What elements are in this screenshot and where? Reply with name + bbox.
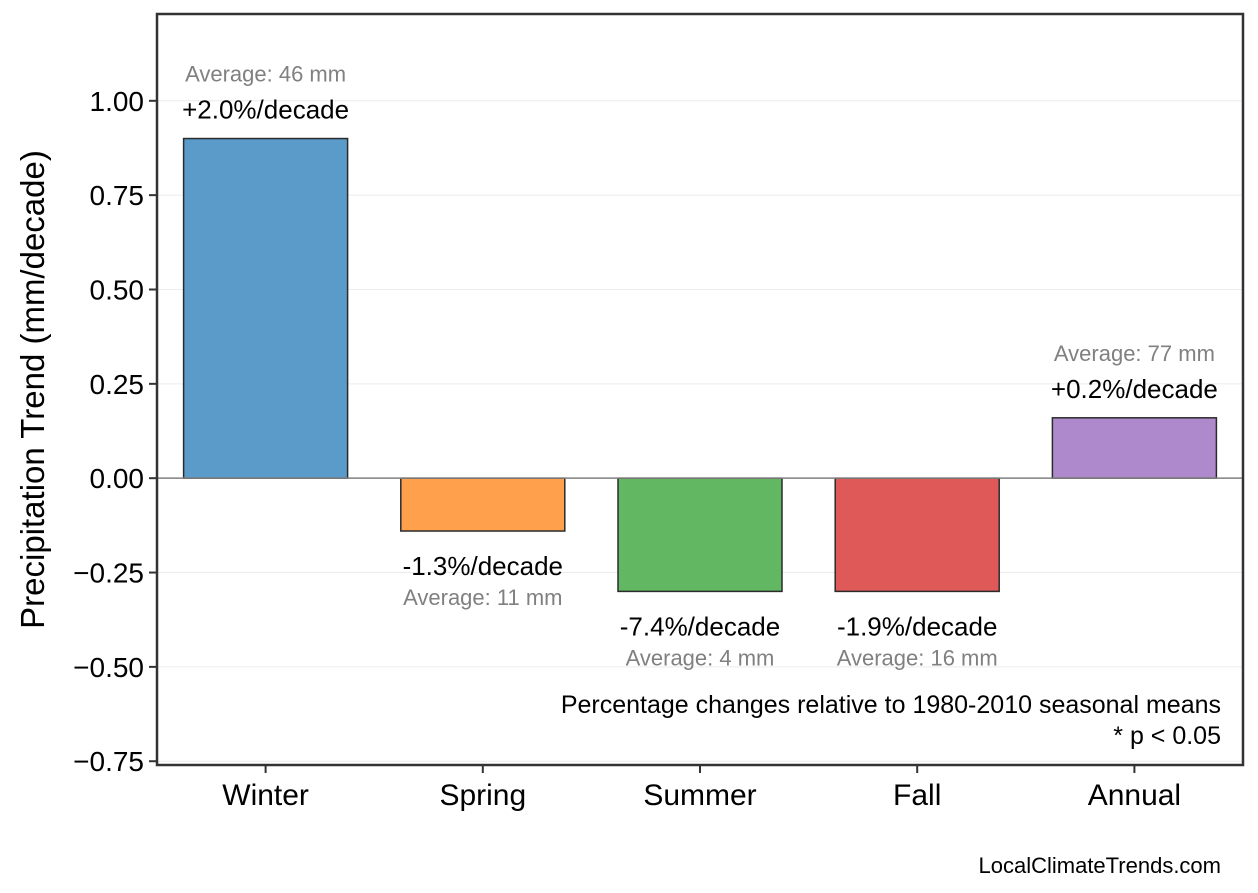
y-tick-label: 1.00 xyxy=(90,86,145,117)
y-tick-label: 0.00 xyxy=(90,463,145,494)
bar-spring xyxy=(400,477,566,532)
pct-label: -7.4%/decade xyxy=(620,611,780,641)
bar-fall xyxy=(834,477,1000,593)
x-tick-label: Annual xyxy=(1088,779,1181,812)
avg-label: Average: 77 mm xyxy=(1054,341,1215,366)
y-tick-label: 0.25 xyxy=(90,369,145,400)
y-tick-label: −0.25 xyxy=(73,558,144,589)
footer-source: LocalClimateTrends.com xyxy=(979,853,1222,878)
y-axis: 1.00 0.75 0.50 0.25 0.00 −0.25 −0.50 −0.75 xyxy=(73,86,157,777)
bar-annual xyxy=(1051,417,1218,479)
bar-summer xyxy=(617,477,783,593)
pct-label: +0.2%/decade xyxy=(1051,374,1218,404)
avg-label: Average: 46 mm xyxy=(185,62,346,87)
x-tick-label: Winter xyxy=(222,779,309,812)
note-significance: * p < 0.05 xyxy=(1113,722,1221,750)
pct-label: -1.9%/decade xyxy=(837,611,997,641)
bar-labels: +2.0%/decade Average: 46 mm -1.3%/decade Av… xyxy=(182,62,1218,671)
x-tick-label: Summer xyxy=(643,779,756,812)
avg-label: Average: 4 mm xyxy=(626,645,775,670)
x-axis: Winter Spring Summer Fall Annual xyxy=(222,765,1181,812)
y-tick-label: 0.75 xyxy=(90,180,145,211)
x-tick-label: Spring xyxy=(439,779,526,812)
y-axis-label: Precipitation Trend (mm/decade) xyxy=(14,150,51,629)
note-percentage: Percentage changes relative to 1980-2010… xyxy=(561,691,1221,719)
avg-label: Average: 11 mm xyxy=(403,585,562,610)
y-tick-label: 0.50 xyxy=(90,274,145,305)
bars xyxy=(182,137,1218,593)
x-tick-label: Fall xyxy=(893,779,941,812)
avg-label: Average: 16 mm xyxy=(837,645,998,670)
bar-winter xyxy=(182,137,349,479)
y-tick-label: −0.75 xyxy=(73,746,144,777)
pct-label: -1.3%/decade xyxy=(403,551,563,581)
pct-label: +2.0%/decade xyxy=(182,95,349,125)
y-tick-label: −0.50 xyxy=(73,652,144,683)
